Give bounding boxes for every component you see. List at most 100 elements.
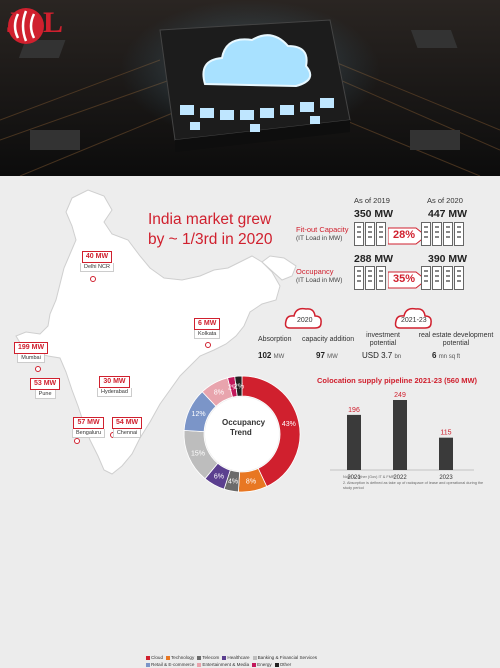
city-mumbai: 199 MW Mumbai	[14, 342, 49, 363]
fitout-growth: 28%	[393, 229, 416, 241]
capacity-number: 97	[316, 351, 325, 360]
fitout-label: Fit-out Capacity	[296, 225, 349, 234]
legend-item: Retail & E-commerce	[146, 661, 194, 668]
donut-slice-label: 4%	[228, 479, 238, 486]
city-mw: 53 MW	[30, 378, 61, 390]
investment-number: USD 3.7	[362, 351, 393, 360]
legend-label: Retail & E-commerce	[151, 662, 195, 667]
bar-2021	[347, 414, 361, 470]
server-rack-icon	[354, 266, 364, 290]
bar-value-label: 115	[440, 430, 451, 437]
donut-hole	[205, 397, 279, 471]
fitout-2020-racks	[421, 222, 464, 246]
city-name: Kolkata	[194, 330, 221, 339]
server-chip-illustration	[0, 0, 500, 176]
server-rack-icon	[443, 266, 453, 290]
server-rack-icon	[454, 266, 464, 290]
legend-swatch	[146, 655, 150, 660]
pin-kolkata	[205, 342, 211, 348]
real-estate-unit: mn sq ft	[438, 354, 461, 360]
legend-label: Technology	[171, 655, 195, 660]
donut-slice-label: 2%	[234, 384, 244, 391]
occupancy-2020: 390 MW	[428, 253, 468, 265]
donut-slice-label: 6%	[214, 474, 224, 481]
investment-unit: bn	[394, 354, 402, 360]
year-2019-header: As of 2019	[354, 196, 390, 205]
server-rack-icon	[432, 222, 442, 246]
city-mw: 6 MW	[194, 318, 221, 330]
capacity-addition-label: capacity addition	[302, 336, 355, 343]
donut-legend: Cloud Technology Telecom Healthcare Banking …	[146, 654, 346, 668]
city-mw: 57 MW	[73, 417, 104, 429]
bar-value-label: 196	[348, 407, 360, 414]
server-rack-icon	[354, 222, 364, 246]
city-chennai: 54 MW Chennai	[112, 417, 143, 438]
city-kolkata: 6 MW Kolkata	[194, 318, 221, 339]
city-mw: 30 MW	[99, 376, 130, 388]
city-name: Mumbai	[17, 354, 45, 363]
fitout-2019: 350 MW	[354, 208, 394, 220]
legend-item: Energy	[252, 661, 272, 668]
server-rack-icon	[421, 266, 431, 290]
server-rack-icon	[454, 222, 464, 246]
note-line-2: 2. Absorption is defined as take up of r…	[343, 481, 484, 490]
donut-slice-label: 8%	[214, 389, 224, 396]
occupancy-growth: 35%	[393, 273, 416, 285]
donut-slice-label: 43%	[282, 421, 296, 428]
city-mw: 54 MW	[112, 417, 143, 429]
chart-title: Colocation supply pipeline 2021-23 (560 …	[317, 376, 478, 385]
legend-item: Technology	[166, 654, 194, 661]
bar-category-label: 2023	[439, 475, 453, 481]
server-rack-icon	[421, 222, 431, 246]
legend-swatch	[274, 662, 279, 667]
cloud-icon	[394, 307, 432, 329]
city-delhi: 40 MW Delhi NCR	[80, 251, 114, 272]
server-rack-icon	[376, 222, 386, 246]
donut-slice-other	[234, 375, 243, 397]
legend-swatch	[222, 655, 227, 660]
fitout-2019-racks	[354, 222, 386, 246]
donut-slice-label: 8%	[246, 479, 256, 486]
investment-value: USD 3.7 bn	[362, 351, 401, 360]
occupancy-label: Occupancy	[296, 267, 334, 276]
year-2020-label: 2020	[297, 317, 313, 324]
server-rack-icon	[432, 266, 442, 290]
legend-label: Energy	[257, 662, 272, 667]
capacity-addition-value: 97 MW	[316, 351, 338, 360]
donut-subtitle: Trend	[230, 428, 252, 437]
city-name: Pune	[34, 390, 56, 399]
legend-label: Banking & Financial Services	[257, 655, 318, 660]
donut-slice-label: 15%	[191, 451, 205, 458]
server-rack-icon	[365, 266, 375, 290]
bar-category-label: 2021	[347, 475, 361, 481]
bar-2023	[439, 437, 453, 470]
bar-2022	[393, 400, 407, 470]
legend-swatch	[197, 655, 202, 660]
absorption-label: Absorption	[258, 336, 292, 343]
infographic-panel: 40 MW Delhi NCR 6 MW Kolkata 199 MW Mumb…	[0, 176, 500, 667]
city-mw: 199 MW	[14, 342, 49, 354]
server-rack-icon	[376, 266, 386, 290]
real-estate-value: 6 mn sq ft	[432, 351, 460, 360]
occupancy-sublabel: (IT Load in MW)	[296, 277, 343, 284]
legend-label: Other	[279, 662, 292, 667]
legend-swatch	[146, 662, 150, 667]
city-bengaluru: 57 MW Bengaluru	[72, 417, 106, 438]
legend-swatch	[252, 655, 257, 660]
city-name: Chennai	[112, 429, 142, 438]
city-name: Hyderabad	[97, 388, 132, 397]
legend-swatch	[252, 662, 257, 667]
server-rack-icon	[365, 222, 375, 246]
bar-category-label: 2022	[393, 475, 407, 481]
legend-item: Entertainment & Media	[197, 661, 249, 668]
legend-item: Cloud	[146, 654, 163, 661]
donut-slice-label: 12%	[192, 411, 206, 418]
absorption-number: 102	[258, 351, 272, 360]
hero-image: JLL	[0, 0, 500, 176]
legend-item: Banking & Financial Services	[252, 654, 318, 661]
legend-item: Telecom	[197, 654, 219, 661]
absorption-unit: MW	[273, 354, 285, 360]
legend-label: Healthcare	[227, 655, 250, 660]
occupancy-2020-racks	[421, 266, 464, 290]
fitout-sublabel: (IT Load in MW)	[296, 235, 343, 242]
